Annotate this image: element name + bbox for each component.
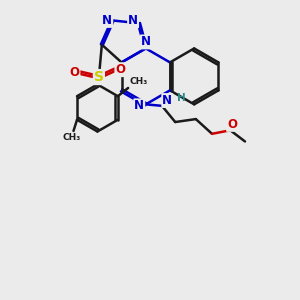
Text: CH₃: CH₃ [130, 77, 148, 86]
Text: O: O [116, 63, 125, 76]
Text: N: N [134, 99, 144, 112]
Text: CH₃: CH₃ [63, 133, 81, 142]
Text: N: N [141, 35, 151, 48]
Text: N: N [102, 14, 112, 27]
Text: H: H [177, 94, 186, 103]
Text: N: N [162, 94, 172, 107]
Text: S: S [94, 70, 104, 84]
Text: O: O [227, 118, 237, 131]
Text: N: N [128, 14, 138, 27]
Text: O: O [70, 66, 80, 79]
